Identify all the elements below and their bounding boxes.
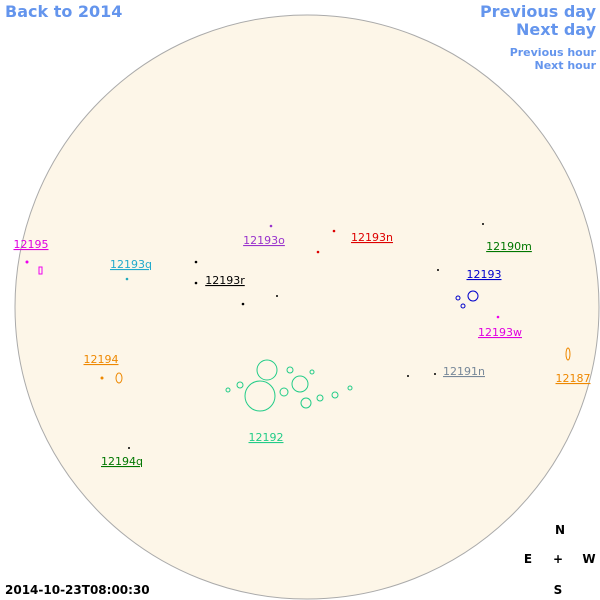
region-label[interactable]: 12192 <box>249 431 284 444</box>
solar-disk <box>14 14 600 600</box>
region-label[interactable]: 12190m <box>486 240 532 253</box>
region-label[interactable]: 12195 <box>14 238 49 251</box>
compass-center: + <box>553 552 563 566</box>
region-label[interactable]: 12193r <box>205 274 245 287</box>
compass-north: N <box>555 523 565 537</box>
next-day-link[interactable]: Next day <box>516 20 597 39</box>
compass-south: S <box>554 583 563 597</box>
previous-day-link[interactable]: Previous day <box>480 2 597 21</box>
region-label[interactable]: 12193q <box>110 258 152 271</box>
compass-west: W <box>582 552 595 566</box>
spots-12187 <box>565 347 571 361</box>
region-label[interactable]: 12193w <box>478 326 522 339</box>
region-label[interactable]: 12191n <box>443 365 485 378</box>
sunspots <box>25 223 571 449</box>
next-hour-link[interactable]: Next hour <box>535 59 597 72</box>
spots-12194 <box>115 372 123 384</box>
spots-12195 <box>38 266 43 275</box>
region-label[interactable]: 12194q <box>101 455 143 468</box>
region-label[interactable]: 12187 <box>556 372 591 385</box>
region-label[interactable]: 12193n <box>351 231 393 244</box>
back-link[interactable]: Back to 2014 <box>5 2 122 21</box>
spots-12193 <box>455 290 479 309</box>
small-spots <box>25 223 500 449</box>
region-label[interactable]: 12193o <box>243 234 285 247</box>
region-label[interactable]: 12194 <box>84 353 119 366</box>
region-label[interactable]: 12193 <box>467 268 502 281</box>
spots-12192 <box>225 359 353 412</box>
compass-east: E <box>524 552 532 566</box>
previous-hour-link[interactable]: Previous hour <box>510 46 597 59</box>
timestamp: 2014-10-23T08:00:30 <box>5 583 150 597</box>
